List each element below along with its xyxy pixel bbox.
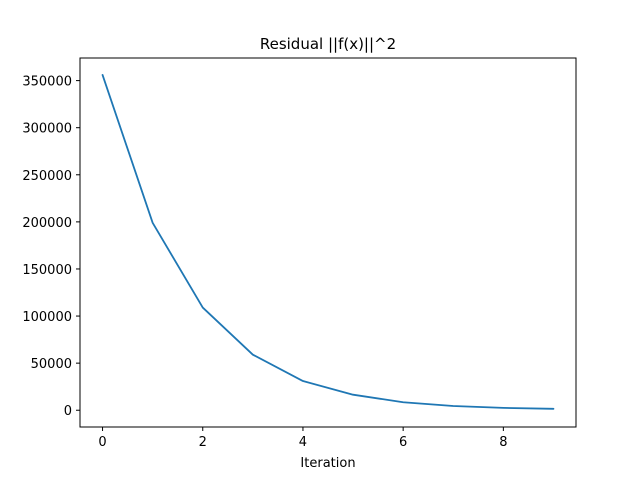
x-tick-label: 8 xyxy=(499,435,507,450)
series-layer xyxy=(101,74,555,410)
y-tick-label: 200000 xyxy=(22,216,72,231)
y-tick-label: 300000 xyxy=(22,122,72,137)
x-tick-label: 2 xyxy=(199,435,207,450)
x-tick-label: 0 xyxy=(98,435,106,450)
y-tick-label: 50000 xyxy=(31,357,72,372)
x-axis-label: Iteration xyxy=(300,456,355,471)
plot-frame xyxy=(79,57,577,428)
y-tick-label: 0 xyxy=(64,404,72,419)
x-tick-label: 4 xyxy=(299,435,307,450)
y-axis-ticks: 0 50000 100000 150000 200000 250000 300000 3500… xyxy=(22,75,80,419)
y-tick-label: 150000 xyxy=(22,263,72,278)
x-axis-ticks: 0 2 4 6 8 xyxy=(98,427,507,450)
y-tick-label: 100000 xyxy=(22,310,72,325)
plot-area xyxy=(80,58,576,427)
x-tick-label: 6 xyxy=(399,435,407,450)
chart-title: Residual ||f(x)||^2 xyxy=(260,35,396,53)
y-tick-label: 250000 xyxy=(22,169,72,184)
residual-series-line xyxy=(101,74,555,410)
y-tick-label: 350000 xyxy=(22,75,72,90)
